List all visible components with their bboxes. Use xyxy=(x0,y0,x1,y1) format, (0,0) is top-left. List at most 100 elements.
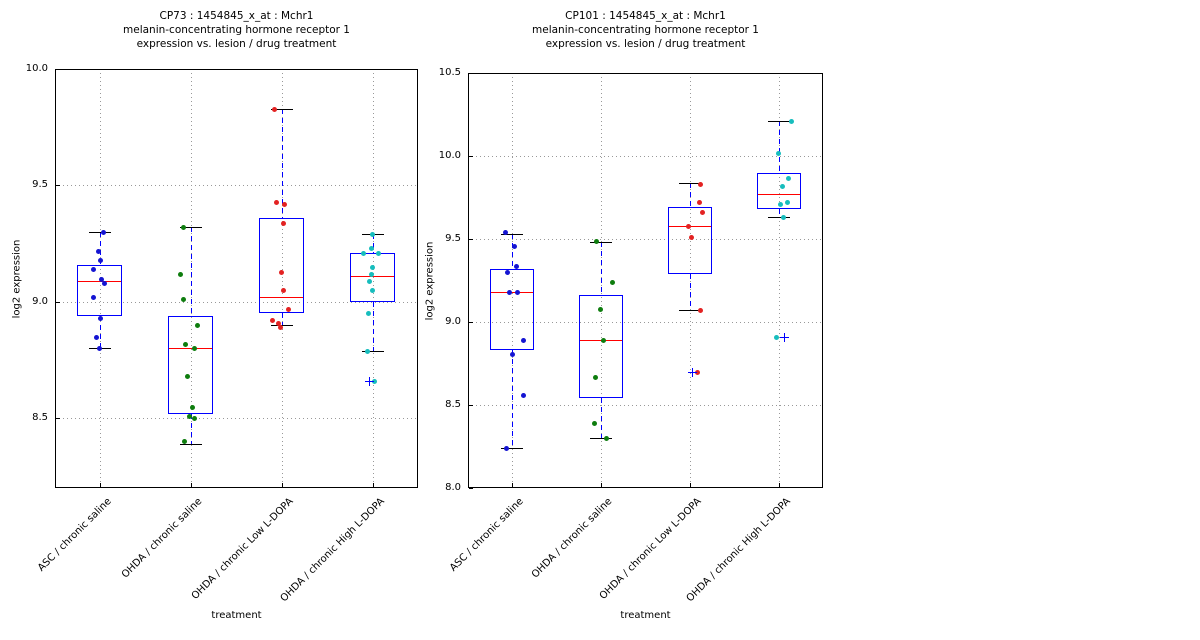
x-tick-label: ASC / chronic saline xyxy=(448,496,526,574)
data-point xyxy=(376,251,381,256)
data-point xyxy=(282,202,287,207)
y-gridline xyxy=(468,239,823,240)
box xyxy=(350,253,395,302)
data-point xyxy=(781,215,786,220)
median-line xyxy=(169,348,212,349)
whisker-lower xyxy=(191,414,192,444)
data-point xyxy=(181,297,186,302)
flier-plus-marker xyxy=(365,377,374,386)
whisker-lower xyxy=(512,350,513,448)
data-point xyxy=(187,414,192,419)
y-tick-label: 10.5 xyxy=(438,67,461,78)
y-tick-label: 10.0 xyxy=(25,63,48,74)
whisker-cap-bottom xyxy=(501,448,523,449)
data-point xyxy=(91,295,96,300)
data-point xyxy=(281,221,286,226)
data-point xyxy=(181,225,186,230)
y-tick-label: 9.5 xyxy=(32,179,48,190)
whisker-cap-bottom xyxy=(768,217,790,218)
flier-plus-marker xyxy=(688,368,697,377)
data-point xyxy=(367,279,372,284)
y-tick xyxy=(469,488,473,489)
x-gridline xyxy=(282,69,283,488)
whisker-lower xyxy=(373,302,374,351)
data-point xyxy=(279,270,284,275)
data-point xyxy=(361,251,366,256)
data-point xyxy=(97,346,102,351)
data-point xyxy=(370,288,375,293)
y-tick xyxy=(469,322,473,323)
box xyxy=(168,316,213,414)
x-tick xyxy=(373,483,374,487)
data-point xyxy=(780,184,785,189)
data-point xyxy=(789,119,794,124)
x-tick-label: OHDA / chronic Low L-DOPA xyxy=(597,496,704,602)
x-tick xyxy=(601,483,602,487)
y-tick xyxy=(469,73,473,74)
x-axis-label: treatment xyxy=(211,610,262,621)
box xyxy=(757,173,801,209)
data-point xyxy=(369,246,374,251)
data-point xyxy=(370,232,375,237)
whisker-lower xyxy=(601,398,602,438)
flier-plus-marker xyxy=(780,333,789,342)
data-point xyxy=(695,370,700,375)
whisker-cap-bottom xyxy=(362,351,384,352)
y-tick xyxy=(56,185,60,186)
y-tick-label: 10.0 xyxy=(438,150,461,161)
data-point xyxy=(507,290,512,295)
data-point xyxy=(604,436,609,441)
data-point xyxy=(91,267,96,272)
y-tick xyxy=(56,418,60,419)
data-point xyxy=(610,280,615,285)
y-tick xyxy=(56,302,60,303)
whisker-upper xyxy=(601,242,602,295)
y-axis-label: log2 expression xyxy=(424,241,436,320)
data-point xyxy=(195,323,200,328)
x-gridline xyxy=(512,73,513,488)
whisker-lower xyxy=(690,274,691,310)
data-point xyxy=(372,379,377,384)
y-tick xyxy=(469,156,473,157)
data-point xyxy=(601,338,606,343)
data-point xyxy=(521,338,526,343)
data-point xyxy=(192,416,197,421)
x-tick-label: OHDA / chronic High L-DOPA xyxy=(684,496,793,605)
data-point xyxy=(504,446,509,451)
y-tick-label: 9.5 xyxy=(445,233,461,244)
x-tick xyxy=(100,483,101,487)
whisker-cap-top xyxy=(271,109,293,110)
y-gridline xyxy=(55,185,418,186)
whisker-cap-top xyxy=(180,227,202,228)
data-point xyxy=(700,210,705,215)
data-point xyxy=(178,272,183,277)
data-point xyxy=(686,224,691,229)
data-point xyxy=(598,307,603,312)
data-point xyxy=(594,239,599,244)
median-line xyxy=(491,292,533,293)
data-point xyxy=(786,176,791,181)
data-point xyxy=(183,342,188,347)
whisker-upper xyxy=(100,232,101,265)
x-tick xyxy=(191,483,192,487)
axes-frame xyxy=(55,69,418,488)
whisker-cap-bottom xyxy=(180,444,202,445)
y-gridline xyxy=(55,302,418,303)
data-point xyxy=(512,244,517,249)
data-point xyxy=(185,374,190,379)
data-point xyxy=(776,151,781,156)
box xyxy=(579,295,623,398)
y-tick xyxy=(469,405,473,406)
whisker-lower xyxy=(282,313,283,325)
data-point xyxy=(698,182,703,187)
data-point xyxy=(515,290,520,295)
data-point xyxy=(778,202,783,207)
data-point xyxy=(281,288,286,293)
data-point xyxy=(365,349,370,354)
x-gridline xyxy=(779,73,780,488)
data-point xyxy=(102,281,107,286)
data-point xyxy=(272,107,277,112)
box xyxy=(77,265,122,316)
